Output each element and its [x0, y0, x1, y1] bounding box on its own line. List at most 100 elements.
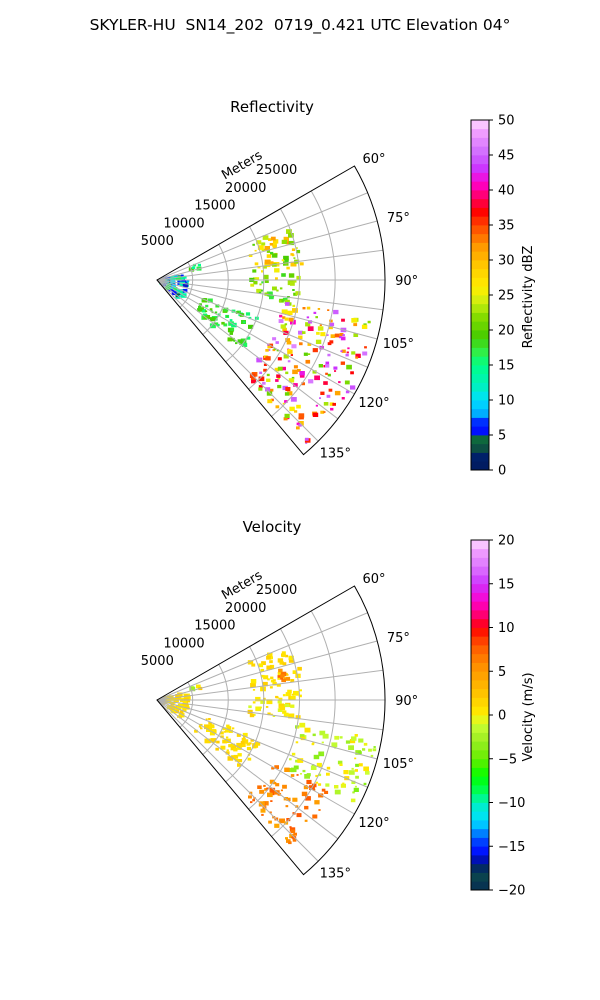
colorbar-segment [471, 443, 489, 453]
echo-gate [291, 376, 295, 379]
echo-gate [272, 244, 277, 249]
echo-gate [269, 779, 275, 784]
echo-gate [242, 732, 248, 737]
echo-gate [264, 279, 269, 283]
echo-gate [282, 327, 287, 332]
echo-gate [175, 293, 181, 298]
echo-gate [182, 283, 189, 288]
echo-gate [259, 789, 265, 794]
echo-gate [266, 254, 272, 258]
echo-gate [246, 336, 250, 339]
colorbar-segment [471, 785, 489, 795]
echo-gate [320, 752, 324, 755]
echo-gate [321, 788, 326, 792]
echo-gate [259, 801, 265, 806]
colorbar-segment [471, 242, 489, 252]
echo-gate [250, 283, 255, 287]
echo-gate [301, 382, 305, 386]
echo-gate [291, 752, 296, 756]
echo-gate [228, 744, 233, 748]
echo-gate [240, 338, 247, 343]
echo-gate [296, 674, 301, 678]
echo-gate [265, 387, 271, 392]
echo-gate [252, 701, 256, 704]
colorbar-segment [471, 846, 489, 856]
range-ring [225, 646, 265, 783]
echo-gate [276, 374, 281, 378]
colorbar-segment [471, 855, 489, 865]
echo-gate [289, 406, 295, 412]
echo-gate [216, 740, 220, 744]
echo-gate [262, 381, 266, 385]
echo-gate [215, 304, 220, 308]
echo-gate [354, 757, 357, 760]
echo-gate [183, 709, 187, 713]
echo-gate [289, 758, 292, 761]
echo-gate [266, 391, 273, 396]
echo-gate [180, 274, 184, 277]
colorbar-segment [471, 190, 489, 200]
colorbar-tick-label: 5 [498, 429, 506, 444]
echo-gate [262, 681, 268, 687]
echo-gate [262, 235, 269, 240]
echo-gate [350, 371, 354, 375]
colorbar-segment [471, 181, 489, 191]
echo-gate [289, 826, 292, 828]
echo-gate [299, 734, 305, 738]
echo-gate [178, 295, 181, 297]
echo-gate [248, 324, 254, 329]
echo-gate [249, 713, 255, 718]
echo-gate [207, 298, 213, 303]
echo-gate [173, 286, 178, 291]
echo-gate [211, 729, 217, 734]
range-tick-label: 15000 [194, 199, 235, 214]
range-ring [179, 681, 194, 728]
echo-gate [200, 727, 203, 730]
echo-gate [221, 321, 225, 325]
echo-gate [323, 365, 327, 368]
colorbar-segment [471, 592, 489, 602]
echo-gate [286, 797, 291, 801]
colorbar-segment [471, 233, 489, 243]
echo-gate [305, 437, 309, 441]
echo-gate [353, 323, 358, 327]
echo-gate [260, 808, 266, 813]
echo-gate [279, 314, 283, 318]
echo-gate [210, 738, 217, 743]
echo-gate [278, 319, 284, 323]
echo-gate [205, 304, 209, 308]
echo-gate [282, 784, 287, 789]
echo-gate [284, 317, 289, 321]
echo-gate [355, 353, 361, 358]
azimuth-tick-label: 105° [383, 757, 414, 772]
colorbar-segment [471, 286, 489, 296]
echo-gate [279, 298, 284, 303]
echo-gate [338, 336, 342, 339]
echo-gate [337, 760, 343, 765]
echo-gate [175, 705, 179, 708]
echo-gate [353, 333, 359, 337]
echo-gate [246, 746, 252, 751]
echo-gate [312, 733, 316, 737]
echo-gate [290, 679, 295, 683]
echo-gate [263, 675, 269, 680]
echo-gate [314, 375, 320, 381]
echo-gate [281, 259, 284, 262]
echo-gate [223, 323, 228, 327]
echo-gate [278, 300, 282, 302]
echo-gate [353, 787, 359, 792]
azimuth-tick-label: 90° [395, 274, 418, 289]
azimuth-tick-label: 60° [363, 152, 386, 167]
echo-gate [334, 785, 339, 789]
echo-gate [269, 295, 274, 300]
echo-gate [236, 733, 241, 737]
echo-gate [358, 763, 363, 767]
colorbar-segment [471, 382, 489, 392]
echo-gate [279, 287, 283, 290]
echo-gate [362, 748, 366, 751]
echo-gate [299, 722, 306, 728]
echo-gate [282, 662, 287, 666]
echo-gate [363, 766, 369, 772]
azimuth-gridline [156, 699, 355, 815]
azimuth-gridline [156, 699, 339, 840]
